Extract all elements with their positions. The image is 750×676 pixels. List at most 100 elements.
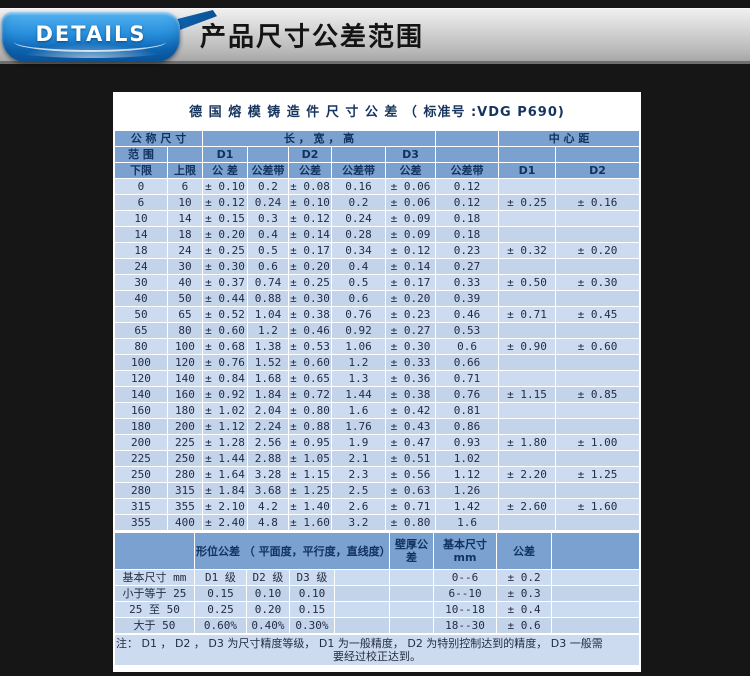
header-empty bbox=[246, 146, 289, 163]
table-cell: 0.76 bbox=[435, 386, 500, 403]
table-cell: 0.2 bbox=[246, 178, 289, 195]
table-cell: 4.2 bbox=[246, 498, 289, 515]
table-cell: 0.6 bbox=[435, 338, 500, 355]
table-cell: 100 bbox=[166, 338, 203, 355]
table-cell: ± 1.00 bbox=[555, 434, 641, 451]
table-cell: ± 0.16 bbox=[555, 194, 641, 211]
ribbon-label: DETAILS bbox=[35, 22, 147, 46]
table-cell: 1.9 bbox=[330, 434, 386, 451]
table-cell: 0.46 bbox=[435, 306, 500, 323]
table-title: 德 国 熔 模 铸 造 件 尺 寸 公 差 （ 标准号 :VDG P690) bbox=[189, 105, 565, 120]
header-basic-size: 基本尺寸 mm bbox=[433, 532, 498, 570]
table-cell: ± 1.12 bbox=[201, 418, 248, 435]
table-row: 180 200 ± 1.12 2.24 ± 0.88 1.76 ± 0.43 0.86 bbox=[113, 418, 641, 435]
table-cell: 0.33 bbox=[435, 274, 500, 291]
table-cell: ± 0.43 bbox=[384, 418, 437, 435]
table-cell: ± 1.60 bbox=[555, 498, 641, 515]
table-cell: 355 bbox=[166, 498, 203, 515]
table-cell: ± 0.14 bbox=[287, 226, 332, 243]
table-cell: ± 0.84 bbox=[201, 370, 248, 387]
header-tolerance-d3: 公差 bbox=[384, 162, 437, 179]
table-cell bbox=[555, 482, 641, 499]
form-tolerance-table: 形位公差 （ 平面度，平行度，直线度） 壁厚公 差 基本尺寸 mm 公差 基本尺… bbox=[113, 532, 641, 634]
table-cell: ± 0.36 bbox=[384, 370, 437, 387]
table-cell: ± 0.09 bbox=[384, 210, 437, 227]
table-cell: 0.53 bbox=[435, 322, 500, 339]
table-cell: 0.28 bbox=[330, 226, 386, 243]
table-cell: ± 0.09 bbox=[384, 226, 437, 243]
table-cell: ± 1.05 bbox=[287, 450, 332, 467]
table-cell: 2.1 bbox=[330, 450, 386, 467]
header-tolerance-d2: 公差 bbox=[287, 162, 332, 179]
table-cell: ± 0.6 bbox=[496, 617, 553, 634]
table-cell: 120 bbox=[166, 354, 203, 371]
table-cell: ± 0.3 bbox=[496, 585, 553, 602]
table-cell: 1.76 bbox=[330, 418, 386, 435]
table-cell: ± 0.52 bbox=[201, 306, 248, 323]
header-cd-d1: D1 bbox=[498, 162, 557, 179]
table-cell: 0.76 bbox=[330, 306, 386, 323]
table-cell: ± 0.37 bbox=[201, 274, 248, 291]
table-cell: ± 2.60 bbox=[498, 498, 557, 515]
table-cell: 50 bbox=[113, 306, 168, 323]
table-cell bbox=[498, 418, 557, 435]
table-cell: 0.16 bbox=[330, 178, 386, 195]
table-cell: ± 1.25 bbox=[287, 482, 332, 499]
table-cell: ± 0.23 bbox=[384, 306, 437, 323]
table-cell: 25 至 50 bbox=[113, 601, 195, 618]
table-cell: 50 bbox=[166, 290, 203, 307]
header-grade-d3: D3 bbox=[384, 146, 437, 163]
table-cell: 0.40% bbox=[245, 617, 290, 634]
table-row: 80 100 ± 0.68 1.38 ± 0.53 1.06 ± 0.30 0.6 ± 0.90… bbox=[113, 338, 641, 355]
table-cell: 1.12 bbox=[435, 466, 500, 483]
table-cell: 280 bbox=[113, 482, 168, 499]
table-cell: 0 bbox=[113, 178, 168, 195]
ribbon-body bbox=[2, 12, 180, 62]
table-cell: ± 0.42 bbox=[384, 402, 437, 419]
dimension-tolerance-table: 公 称 尺 寸 长 ， 宽 ， 高 中 心 距 范 围 D1 D2 D3 bbox=[113, 130, 641, 531]
table-cell: ± 0.56 bbox=[384, 466, 437, 483]
table-cell: ± 0.25 bbox=[287, 274, 332, 291]
table-row: 0 6 ± 0.10 0.2 ± 0.08 0.16 ± 0.06 0.12 bbox=[113, 178, 641, 195]
table-cell: 1.38 bbox=[246, 338, 289, 355]
table-cell: 3.2 bbox=[330, 514, 386, 531]
table-row: 40 50 ± 0.44 0.88 ± 0.30 0.6 ± 0.20 0.39 bbox=[113, 290, 641, 307]
table-cell bbox=[555, 370, 641, 387]
table-cell: ± 0.33 bbox=[384, 354, 437, 371]
table-cell: 10--18 bbox=[433, 601, 498, 618]
form-header-row: 形位公差 （ 平面度，平行度，直线度） 壁厚公 差 基本尺寸 mm 公差 bbox=[113, 532, 641, 570]
table-cell: ± 0.68 bbox=[201, 338, 248, 355]
header-band-d3: 公差带 bbox=[435, 162, 500, 179]
table-cell: 大于 50 bbox=[113, 617, 195, 634]
page-title: 产品尺寸公差范围 bbox=[200, 22, 425, 53]
table-cell: 2.5 bbox=[330, 482, 386, 499]
table-cell bbox=[551, 569, 641, 586]
table-cell: ± 0.44 bbox=[201, 290, 248, 307]
table-cell bbox=[333, 585, 391, 602]
header-center-distance: 中 心 距 bbox=[498, 130, 641, 147]
table-cell: 1.2 bbox=[246, 322, 289, 339]
table-cell: 0.74 bbox=[246, 274, 289, 291]
table-cell: 355 bbox=[113, 514, 168, 531]
table-cell: 0.30% bbox=[288, 617, 335, 634]
table-cell: 1.84 bbox=[246, 386, 289, 403]
table-cell: ± 0.45 bbox=[555, 306, 641, 323]
table-cell: 0.18 bbox=[435, 210, 500, 227]
table-cell: 0.23 bbox=[435, 242, 500, 259]
table-cell: ± 0.20 bbox=[201, 226, 248, 243]
table-cell: ± 0.47 bbox=[384, 434, 437, 451]
table-cell: ± 0.38 bbox=[287, 306, 332, 323]
table-cell: ± 0.17 bbox=[287, 242, 332, 259]
table-row: 65 80 ± 0.60 1.2 ± 0.46 0.92 ± 0.27 0.53 bbox=[113, 322, 641, 339]
table-cell: ± 0.30 bbox=[201, 258, 248, 275]
table-cell: D2 级 bbox=[245, 569, 290, 586]
table-cell bbox=[389, 601, 435, 618]
table-row: 140 160 ± 0.92 1.84 ± 0.72 1.44 ± 0.38 0.76 ± 1.… bbox=[113, 386, 641, 403]
table-cell: 0.12 bbox=[435, 194, 500, 211]
table-cell: 280 bbox=[166, 466, 203, 483]
table-cell: ± 0.12 bbox=[384, 242, 437, 259]
table-cell: ± 0.30 bbox=[384, 338, 437, 355]
table-cell: 0.5 bbox=[330, 274, 386, 291]
table-cell: ± 0.46 bbox=[287, 322, 332, 339]
table-cell bbox=[555, 514, 641, 531]
